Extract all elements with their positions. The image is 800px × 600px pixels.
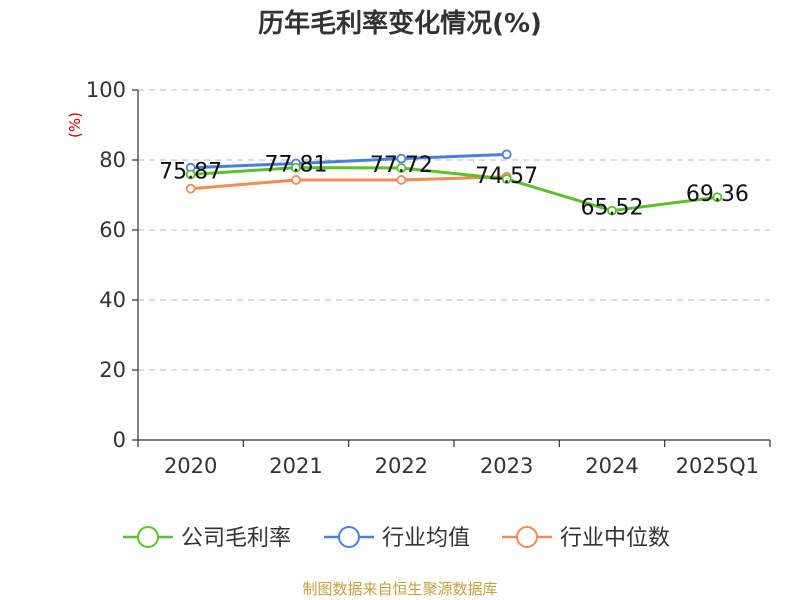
data-label: 77.81 [265,153,328,178]
x-tick-label: 2024 [585,454,638,478]
y-tick-label: 0 [113,428,126,452]
x-tick-label: 2023 [480,454,533,478]
y-tick-label: 100 [86,78,126,102]
x-tick-label: 2021 [269,454,322,478]
legend-marker [516,526,538,548]
data-label: 75.87 [159,159,222,184]
legend-label: 行业中位数 [560,526,670,551]
y-tick-label: 60 [99,218,126,242]
legend-item[interactable]: 行业中位数 [502,526,670,551]
legend[interactable]: 公司毛利率 行业均值 行业中位数 [123,526,670,551]
data-point[interactable] [185,169,196,180]
legend-label: 行业均值 [382,526,470,551]
y-tick-label: 40 [99,288,126,312]
data-point[interactable] [607,205,617,216]
series [185,149,723,216]
series-line [190,152,507,170]
legend-marker [137,526,159,548]
x-tick-label: 2022 [375,454,428,478]
chart-title: 历年毛利率变化情况(%) [258,8,542,39]
legend-marker [338,526,360,548]
data-label: 74.57 [475,164,538,189]
data-point[interactable] [501,149,512,160]
y-tick-label: 20 [99,358,126,382]
legend-item[interactable]: 公司毛利率 [123,526,291,551]
legend-item[interactable]: 行业均值 [324,526,470,551]
series-0 [185,162,723,216]
x-tick-label: 2020 [164,454,217,478]
data-point[interactable] [291,162,301,173]
x-tick-label: 2025Q1 [676,454,759,478]
data-labels: 75.87 77.81 77.72 74.57 65.52 69.36 [159,153,749,221]
source-note: 制图数据来自恒生聚源数据库 [302,580,497,598]
series-line [190,175,507,191]
data-point[interactable] [501,174,512,184]
y-tick-label: 80 [99,148,126,172]
data-label: 69.36 [686,182,749,207]
data-point[interactable] [396,175,407,185]
data-point[interactable] [712,192,723,203]
series-line [190,166,718,213]
y-axis-label: (%) [66,112,84,138]
data-label: 77.72 [370,153,433,178]
legend-label: 公司毛利率 [181,526,291,551]
data-point[interactable] [396,153,407,164]
data-point[interactable] [396,163,407,173]
data-label: 65.52 [581,196,644,221]
grid [138,89,770,371]
data-point[interactable] [291,175,301,185]
data-point[interactable] [185,183,196,194]
axes: 0 20 40 60 80 100 2020 2021 2022 2023 2024 2025Q1 [86,78,771,478]
